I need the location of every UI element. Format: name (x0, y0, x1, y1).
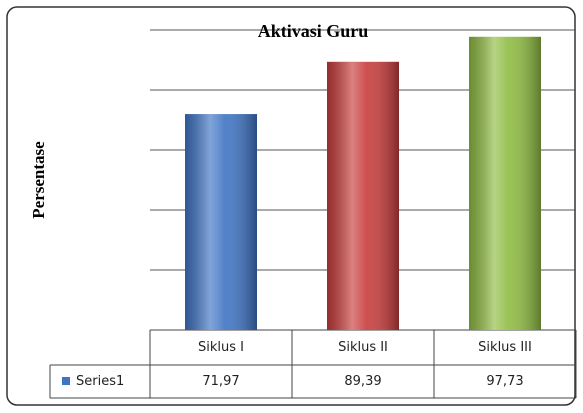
legend-swatch (62, 377, 70, 385)
x-tick-label: Siklus II (338, 340, 388, 355)
bar-shine (327, 61, 399, 331)
chart-border (6, 6, 576, 406)
x-tick-label: Siklus III (478, 340, 532, 355)
plot-area: Series1 Siklus I 71,97 Siklus II 89,39 Siklus… (49, 29, 577, 399)
data-table-value: 97,73 (486, 374, 523, 389)
chart-title: Aktivasi Guru (258, 21, 369, 41)
data-table-value: 89,39 (344, 374, 381, 389)
bar-shine (469, 36, 541, 331)
legend-label: Series1 (76, 374, 124, 389)
y-axis-label: Persentase (29, 141, 48, 219)
data-table-value: 71,97 (202, 374, 239, 389)
x-tick-label: Siklus I (198, 340, 244, 355)
bar-shine (185, 114, 257, 330)
